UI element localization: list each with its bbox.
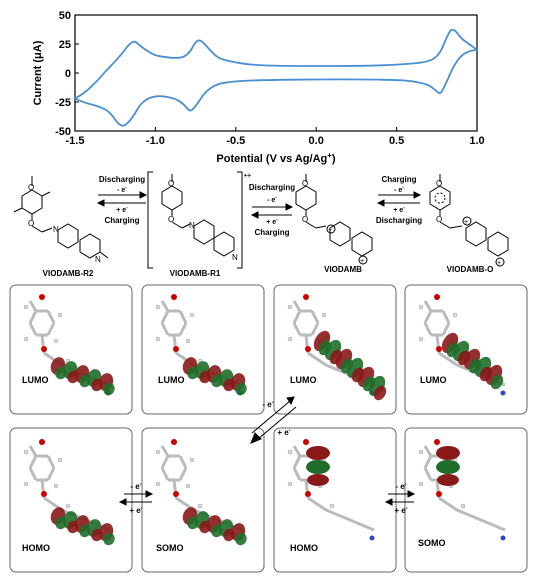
equilibrium-arrows-2 xyxy=(250,203,294,219)
y-tick-label: -25 xyxy=(55,97,71,109)
step1-top-label: Discharging xyxy=(99,175,145,184)
y-tick-label: -50 xyxy=(55,126,71,138)
atom-o: O xyxy=(436,215,442,224)
orbital-lobe xyxy=(373,385,387,401)
panel-somo-viodamb-o xyxy=(404,427,528,573)
orbital-label: SOMO xyxy=(156,543,184,553)
orbital-lobe xyxy=(103,382,115,396)
step3-top-label: Charging xyxy=(381,175,416,184)
x-tick-label: -0.5 xyxy=(226,135,245,147)
arrow-left-plus-e: + e- xyxy=(129,506,142,515)
step3-plus-e: + e- xyxy=(393,205,405,214)
atom-n: N xyxy=(53,225,59,234)
orbital-lobe xyxy=(307,474,329,486)
step3-minus-e: - e- xyxy=(394,185,404,194)
step2-minus-e: - e- xyxy=(267,195,277,204)
x-tick-label: -1.0 xyxy=(146,135,165,147)
arrow-homo-somo-right xyxy=(384,490,416,506)
orbital-label: SOMO xyxy=(418,538,446,548)
orbital-lobe xyxy=(235,532,247,546)
step2-top-label: Discharging xyxy=(249,183,295,192)
arrow-diag-plus-e: + e- xyxy=(277,428,290,437)
species-r2-label: VIODAMB-R2 xyxy=(43,269,94,278)
atom-n-plus: + xyxy=(464,219,468,226)
atom-o: O xyxy=(302,215,308,224)
orbital-lobe xyxy=(436,460,460,474)
radical-cation-mark: •+ xyxy=(244,171,252,180)
atom-o: O xyxy=(168,179,174,188)
arrow-somo-lumo-diagonal xyxy=(250,396,297,444)
y-axis-label: Current (μA) xyxy=(32,40,44,105)
panel-homo-viodamb xyxy=(273,427,397,573)
species-neutral-label: VIODAMB xyxy=(324,265,362,274)
atom-n-plus: + xyxy=(497,260,501,267)
y-tick-label: 0 xyxy=(65,68,71,80)
arrow-right-minus-e: - e- xyxy=(395,482,406,491)
orbital-panels: LUMO LUMO LUMO LUMO HOMO SOMO HOMO SOMO … xyxy=(9,284,528,573)
orbital-lobe xyxy=(306,460,330,474)
atom-o: O xyxy=(168,215,174,224)
step1-plus-e: + e- xyxy=(116,205,128,214)
atom-n: N xyxy=(189,221,195,230)
reaction-scheme: O O N N VIODAMB-R2 Discharging - e- + e-… xyxy=(13,171,509,278)
cv-forward-sweep xyxy=(74,28,478,100)
step3-bottom-label: Discharging xyxy=(376,216,422,225)
orbital-label: HOMO xyxy=(290,543,318,553)
orbital-lobe xyxy=(437,474,459,486)
orbital-label: HOMO xyxy=(22,543,50,553)
x-tick-label: -1.5 xyxy=(66,135,85,147)
cv-curves xyxy=(74,28,478,127)
x-tick-label: 0.0 xyxy=(309,135,324,147)
step2-plus-e: + e- xyxy=(266,217,278,226)
species-r1-label: VIODAMB-R1 xyxy=(170,269,221,278)
x-tick-label: 0.5 xyxy=(389,135,404,147)
molecule-viodamb-o xyxy=(429,174,509,267)
equilibrium-arrows-3 xyxy=(376,191,422,207)
y-tick-label: 25 xyxy=(59,39,71,51)
orbital-lobe xyxy=(306,446,330,460)
equilibrium-arrows-1 xyxy=(96,191,148,207)
orbital-lobe xyxy=(235,382,247,396)
step1-bottom-label: Charging xyxy=(104,216,139,225)
molecule-r2 xyxy=(13,176,109,259)
orbital-label: LUMO xyxy=(420,375,447,385)
atom-n: N xyxy=(95,255,101,264)
cv-chart: 50 25 0 -25 -50 -1.5 -1.0 -0.5 0.0 0.5 1.0 Curren… xyxy=(32,10,485,166)
y-axis: 50 25 0 -25 -50 xyxy=(55,10,79,138)
panel-lumo-r1 xyxy=(141,284,265,415)
panel-lumo-r2 xyxy=(9,284,133,415)
arrow-homo-somo-left xyxy=(118,490,154,506)
orbital-label: LUMO xyxy=(158,375,185,385)
atom-o: O xyxy=(28,219,34,228)
step2-bottom-label: Charging xyxy=(254,228,289,237)
orbital-lobe xyxy=(490,374,504,390)
step1-minus-e: - e- xyxy=(117,185,127,194)
atom-o: O xyxy=(302,179,308,188)
molecule-viodamb xyxy=(295,174,373,265)
orbital-lobe xyxy=(436,446,460,460)
x-axis: -1.5 -1.0 -0.5 0.0 0.5 1.0 xyxy=(66,127,485,147)
atom-n: N xyxy=(232,253,238,262)
species-oxidized-label: VIODAMB-O xyxy=(447,265,494,274)
orbital-lobes xyxy=(50,330,504,546)
orbital-label: LUMO xyxy=(290,375,317,385)
x-axis-label: Potential (V vs Ag/Ag+) xyxy=(216,151,336,166)
atom-n-plus: + xyxy=(328,227,332,234)
x-tick-label: 1.0 xyxy=(469,135,484,147)
molecule-r1 xyxy=(147,171,243,269)
atom-o: O xyxy=(28,183,34,192)
arrow-right-plus-e: + e- xyxy=(394,506,407,515)
orbital-label: LUMO xyxy=(22,375,49,385)
arrow-left-minus-e: - e- xyxy=(130,482,141,491)
cv-reverse-sweep xyxy=(74,48,478,127)
orbital-lobe xyxy=(103,532,115,546)
y-tick-label: 50 xyxy=(59,10,71,22)
atom-o: O xyxy=(436,179,442,188)
arrow-diag-minus-e: - e- xyxy=(262,400,273,409)
atom-n-plus: + xyxy=(360,258,364,265)
